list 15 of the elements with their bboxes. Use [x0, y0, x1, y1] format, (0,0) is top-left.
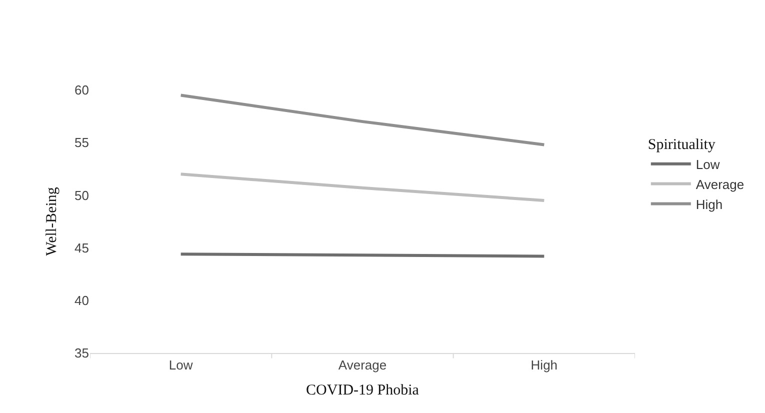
y-tick-label: 45: [74, 240, 89, 256]
legend-label: Average: [696, 176, 744, 192]
x-tick-label: High: [530, 358, 558, 373]
x-tick-label: Average: [338, 358, 387, 373]
y-tick-label: 60: [74, 82, 89, 98]
y-tick-label: 40: [74, 292, 89, 308]
y-axis-title: Well-Being: [44, 186, 60, 256]
legend-title: Spirituality: [648, 136, 716, 153]
x-axis-title: COVID-19 Phobia: [306, 382, 420, 399]
y-tick-label: 50: [74, 188, 89, 203]
x-tick-label: Low: [168, 358, 194, 373]
legend-label: Low: [696, 156, 720, 172]
y-tick-label: 35: [74, 346, 89, 361]
legend-label: High: [696, 196, 723, 212]
y-tick-label: 55: [74, 135, 89, 150]
